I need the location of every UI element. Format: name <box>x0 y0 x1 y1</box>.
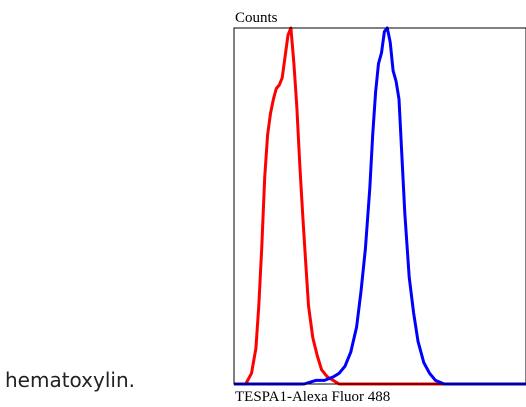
histogram-series-2 <box>234 26 526 386</box>
histogram-series-1 <box>234 26 526 386</box>
series-layer <box>234 26 526 386</box>
plot-frame <box>233 27 526 385</box>
y-axis-label: Counts <box>235 10 278 26</box>
caption-text: hematoxylin. <box>5 368 135 392</box>
x-axis-label: TESPA1-Alexa Fluor 488 <box>235 389 390 405</box>
